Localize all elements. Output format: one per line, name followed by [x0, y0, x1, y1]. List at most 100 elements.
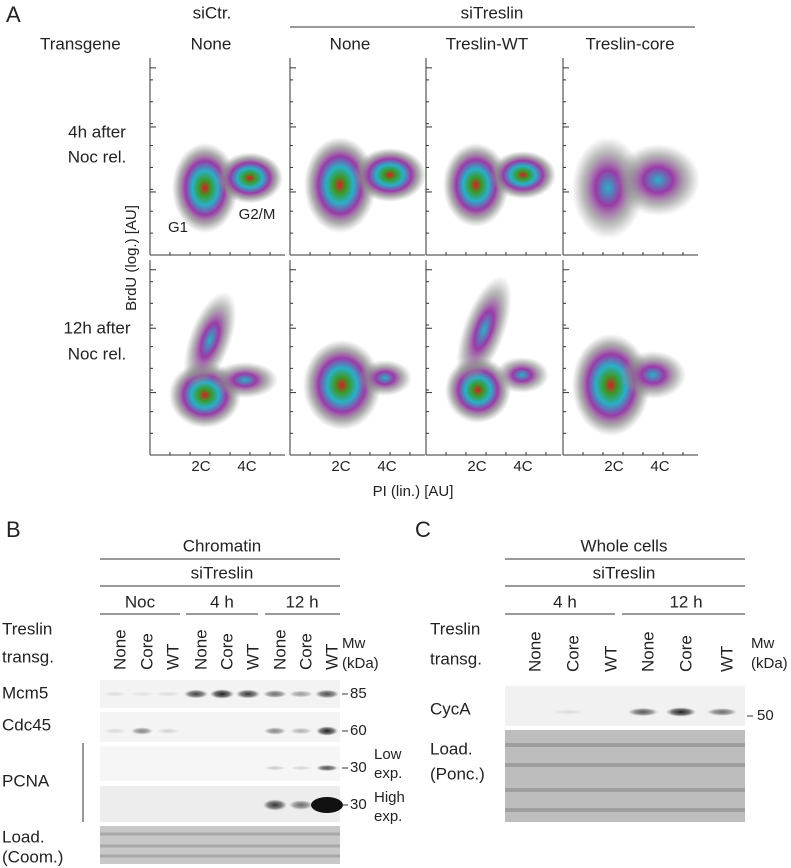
band	[210, 689, 234, 699]
band	[316, 726, 338, 736]
panel-label: C	[415, 517, 431, 542]
population-label: G1	[168, 219, 188, 236]
lane-label: Core	[137, 633, 156, 670]
column-label: None	[330, 34, 371, 53]
row-header: Treslin	[430, 619, 480, 638]
row-header: transg.	[2, 647, 54, 666]
panel-label: A	[6, 2, 21, 27]
band	[104, 728, 126, 734]
treatment: siTreslin	[191, 563, 254, 582]
band	[290, 765, 312, 771]
band	[553, 709, 583, 715]
cell-population	[217, 152, 283, 204]
lane-label: WT	[243, 644, 262, 670]
band	[666, 707, 696, 717]
cell-population	[303, 340, 381, 430]
lane-label: None	[270, 629, 289, 670]
band	[130, 691, 154, 697]
lane-label: WT	[601, 646, 620, 672]
band	[236, 689, 260, 699]
lane-label: None	[638, 631, 657, 672]
blot	[505, 686, 745, 726]
lane-label: Core	[296, 633, 315, 670]
band	[316, 764, 338, 772]
condition: siTreslin	[461, 3, 524, 22]
x-tick-label: 4C	[650, 458, 669, 475]
timepoint: 4 h	[553, 592, 577, 611]
timepoint: 4 h	[210, 592, 234, 611]
cell-population	[490, 151, 556, 199]
cell-population	[183, 291, 237, 389]
x-tick-label: 2C	[604, 458, 623, 475]
band	[290, 727, 312, 735]
treatment: siTreslin	[593, 563, 656, 582]
band	[103, 691, 127, 697]
blot-label: (Ponc.)	[430, 764, 485, 783]
cell-population	[304, 137, 376, 233]
row-label: 12h after	[63, 318, 130, 337]
panel-label: B	[6, 517, 21, 542]
row-header: Transgene	[40, 34, 121, 53]
lane-label: Core	[563, 635, 582, 672]
row-label: Noc rel.	[68, 344, 127, 363]
row-label: Noc rel.	[68, 147, 127, 166]
blot-label: Cdc45	[2, 715, 51, 734]
mw-value: 30	[350, 796, 367, 813]
mw-label: (kDa)	[751, 655, 788, 672]
timepoint: 12 h	[285, 592, 318, 611]
blot-label: CycA	[430, 699, 471, 718]
band	[131, 727, 153, 735]
band	[263, 799, 287, 811]
cell-population	[620, 351, 686, 399]
lane-label: None	[191, 629, 210, 670]
x-tick-label: 4C	[377, 458, 396, 475]
group: Chromatin	[183, 536, 261, 555]
population-label: G2/M	[239, 206, 276, 223]
band	[184, 689, 208, 699]
x-tick-label: 4C	[513, 458, 532, 475]
exposure-note: exp.	[374, 808, 402, 825]
band	[264, 727, 286, 735]
cell-population	[456, 275, 512, 385]
exposure-note: High	[374, 789, 405, 806]
lane-label: WT	[163, 644, 182, 670]
row-label: 4h after	[68, 122, 126, 141]
band	[628, 707, 658, 717]
mw-label: Mw	[342, 635, 365, 652]
band	[264, 765, 286, 771]
blot-label: Load.	[2, 827, 45, 846]
x-tick-label: 2C	[331, 458, 350, 475]
mw-value: 30	[350, 759, 367, 776]
band	[157, 728, 179, 734]
mw-value: 50	[757, 707, 774, 724]
row-header: transg.	[430, 649, 482, 668]
cell-population	[443, 143, 509, 227]
cell-population	[495, 357, 549, 393]
lane-label: Core	[676, 635, 695, 672]
x-tick-label: 4C	[237, 458, 256, 475]
condition: siCtr.	[193, 3, 232, 22]
mw-value: 60	[350, 722, 367, 739]
lane-label: WT	[322, 644, 341, 670]
lane-label: None	[525, 631, 544, 672]
band	[311, 797, 343, 813]
cell-population	[354, 148, 426, 202]
band	[315, 689, 339, 699]
cell-population	[212, 362, 278, 398]
column-label: Treslin-core	[585, 34, 674, 53]
blot-label: Load.	[430, 739, 473, 758]
timepoint: 12 h	[669, 592, 702, 611]
row-header: Treslin	[2, 619, 52, 638]
y-axis-label: BrdU (log.) [AU]	[123, 205, 140, 311]
lane-label: None	[110, 629, 129, 670]
cell-population	[616, 144, 700, 216]
lane-label: WT	[717, 646, 736, 672]
x-axis-label: PI (lin.) [AU]	[373, 483, 454, 500]
band	[707, 708, 737, 716]
band	[156, 691, 180, 697]
cell-population	[358, 360, 412, 396]
blot-label: Mcm5	[2, 683, 48, 702]
mw-label: (kDa)	[342, 655, 379, 672]
x-tick-label: 2C	[467, 458, 486, 475]
